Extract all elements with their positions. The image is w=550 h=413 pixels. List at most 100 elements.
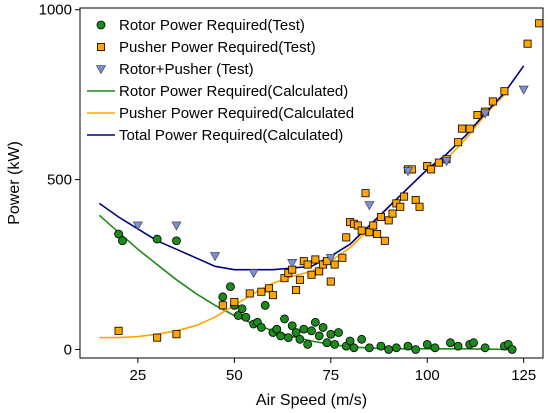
x-tick-label: 25 [130, 367, 147, 384]
data-point-pusher-power-required-test [114, 326, 123, 335]
data-point-pusher-power-required-test [311, 255, 320, 264]
data-point-pusher-power-required-test [365, 228, 374, 237]
y-tick-label: 500 [47, 172, 72, 189]
data-point-pusher-power-required-test [369, 221, 378, 230]
data-point-pusher-power-required-test [315, 267, 324, 276]
legend-label-pusher-power-required-calculated: Pusher Power Required(Calculated [119, 105, 354, 122]
x-tick-label: 100 [415, 367, 440, 384]
data-point-pusher-power-required-test [388, 209, 397, 218]
data-point-pusher-power-required-test [427, 165, 436, 174]
data-point-pusher-power-required-test [307, 270, 316, 279]
data-point-rotor-pusher-test [210, 252, 221, 262]
data-point-rotor-power-required-test [276, 331, 286, 341]
data-point-rotor-power-required-test [411, 345, 421, 354]
data-point-rotor-power-required-test [303, 340, 313, 349]
data-point-pusher-power-required-test [523, 39, 532, 48]
data-point-pusher-power-required-test [400, 192, 409, 201]
data-point-rotor-power-required-test [272, 324, 282, 334]
data-point-rotor-pusher-test [132, 221, 143, 231]
data-point-rotor-power-required-test [430, 343, 440, 353]
data-point-rotor-pusher-test [480, 109, 491, 119]
legend-label-rotor-pusher-test: Rotor+Pusher (Test) [119, 61, 254, 78]
data-point-rotor-power-required-test [422, 340, 432, 349]
data-point-pusher-power-required-test [473, 111, 482, 120]
data-point-rotor-power-required-test [376, 341, 386, 351]
data-point-rotor-power-required-test [299, 324, 309, 334]
data-point-rotor-power-required-test [384, 345, 394, 354]
y-tick-label: 0 [64, 342, 72, 359]
data-point-rotor-power-required-test [330, 340, 340, 349]
data-point-pusher-power-required-test [457, 124, 466, 133]
y-axis-title: Power (kW) [6, 141, 23, 225]
data-point-pusher-power-required-test [153, 333, 162, 342]
data-point-rotor-power-required-test [307, 326, 316, 336]
y-tick-label: 1000 [39, 2, 72, 19]
data-point-rotor-power-required-test [280, 314, 289, 324]
data-point-pusher-power-required-test [488, 97, 497, 106]
data-point-rotor-power-required-test [357, 334, 367, 344]
data-point-pusher-power-required-test [396, 202, 405, 211]
data-point-pusher-power-required-test [357, 226, 366, 235]
data-point-rotor-power-required-test [241, 312, 251, 322]
data-point-rotor-power-required-test [318, 323, 328, 332]
data-point-rotor-power-required-test [256, 323, 266, 332]
plot-frame [79, 7, 544, 359]
data-point-pusher-power-required-test [230, 297, 239, 306]
x-tick-label: 125 [511, 367, 536, 384]
legend-swatch-pusher-power-required-test [97, 43, 106, 52]
data-point-pusher-power-required-test [342, 233, 351, 242]
legend-swatch-rotor-power-required-test [96, 20, 106, 30]
data-point-rotor-power-required-test [291, 328, 301, 337]
data-point-rotor-power-required-test [445, 338, 455, 348]
data-point-rotor-power-required-test [322, 338, 332, 348]
data-point-pusher-power-required-test [338, 253, 347, 262]
data-point-rotor-power-required-test [364, 343, 374, 353]
data-point-pusher-power-required-test [415, 202, 424, 211]
data-point-pusher-power-required-test [265, 284, 274, 293]
data-point-pusher-power-required-test [376, 212, 385, 221]
data-point-pusher-power-required-test [535, 19, 544, 28]
data-point-rotor-power-required-test [287, 321, 297, 331]
data-point-rotor-power-required-test [114, 229, 123, 239]
x-axis-title: Air Speed (m/s) [256, 392, 367, 409]
data-point-rotor-power-required-test [334, 328, 343, 337]
data-point-rotor-pusher-test [325, 253, 336, 263]
data-point-rotor-power-required-test [295, 334, 305, 344]
data-point-rotor-pusher-test [364, 201, 375, 211]
legend-label-rotor-power-required-test: Rotor Power Required(Test) [119, 17, 305, 34]
data-point-rotor-power-required-test [349, 343, 359, 353]
data-point-rotor-power-required-test [152, 234, 162, 244]
data-point-rotor-power-required-test [326, 329, 336, 339]
data-point-pusher-power-required-test [303, 260, 312, 269]
data-point-rotor-power-required-test [314, 331, 324, 341]
data-point-pusher-power-required-test [292, 286, 301, 295]
data-point-rotor-pusher-test [287, 259, 298, 268]
x-tick-label: 50 [226, 367, 243, 384]
data-point-rotor-power-required-test [453, 341, 463, 351]
data-point-pusher-power-required-test [454, 138, 463, 147]
data-point-rotor-power-required-test [391, 343, 401, 353]
data-point-pusher-power-required-test [295, 275, 304, 284]
data-point-pusher-power-required-test [361, 189, 370, 198]
data-point-pusher-power-required-test [500, 87, 509, 96]
legend-swatch-rotor-pusher-test [95, 65, 107, 75]
legend-label-pusher-power-required-test: Pusher Power Required(Test) [119, 39, 316, 56]
x-tick-label: 75 [322, 367, 339, 384]
data-point-pusher-power-required-test [330, 260, 339, 269]
data-point-rotor-power-required-test [260, 300, 270, 310]
data-point-pusher-power-required-test [326, 277, 335, 286]
data-point-rotor-power-required-test [218, 292, 228, 302]
data-point-rotor-power-required-test [403, 341, 413, 351]
data-point-rotor-power-required-test [226, 282, 235, 292]
data-point-rotor-pusher-test [402, 167, 413, 177]
data-point-rotor-power-required-test [507, 345, 517, 354]
data-point-rotor-power-required-test [345, 336, 355, 346]
data-point-pusher-power-required-test [434, 158, 443, 167]
data-point-rotor-power-required-test [310, 317, 320, 327]
data-point-pusher-power-required-test [384, 216, 393, 225]
data-point-pusher-power-required-test [172, 330, 181, 339]
data-point-pusher-power-required-test [218, 301, 227, 310]
axes: 25 50 75 100 125 0 500 1000 [39, 2, 544, 384]
data-point-rotor-power-required-test [237, 304, 247, 314]
